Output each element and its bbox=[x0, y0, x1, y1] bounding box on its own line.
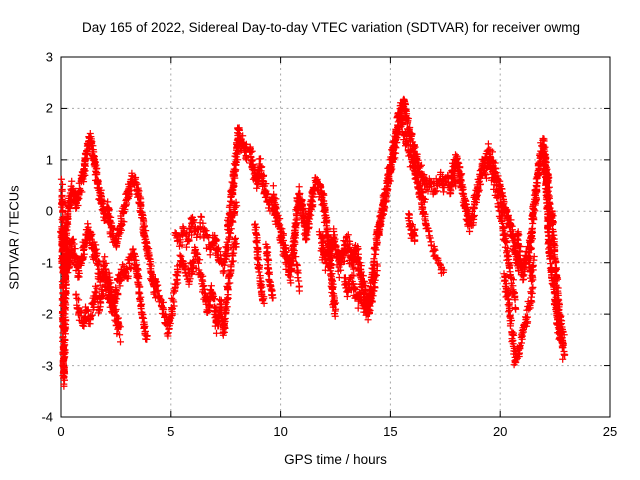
x-tick-label: 25 bbox=[602, 424, 618, 439]
x-tick-label: 10 bbox=[273, 424, 288, 439]
x-tick-label: 20 bbox=[492, 424, 508, 439]
y-tick-label: -1 bbox=[41, 255, 53, 271]
y-tick-label: 1 bbox=[45, 152, 53, 168]
x-tick-label: 5 bbox=[167, 424, 175, 439]
y-tick-label: 3 bbox=[45, 49, 53, 65]
y-tick-label: 2 bbox=[45, 100, 53, 116]
x-axis-label: GPS time / hours bbox=[284, 452, 387, 467]
y-tick-label: -3 bbox=[41, 358, 53, 374]
x-tick-label: 15 bbox=[383, 424, 398, 439]
chart-title: Day 165 of 2022, Sidereal Day-to-day VTE… bbox=[82, 20, 580, 35]
y-tick-label: -4 bbox=[41, 409, 53, 425]
y-tick-label: 0 bbox=[45, 203, 53, 219]
y-tick-label: -2 bbox=[41, 306, 53, 322]
x-tick-label: 0 bbox=[57, 424, 65, 439]
